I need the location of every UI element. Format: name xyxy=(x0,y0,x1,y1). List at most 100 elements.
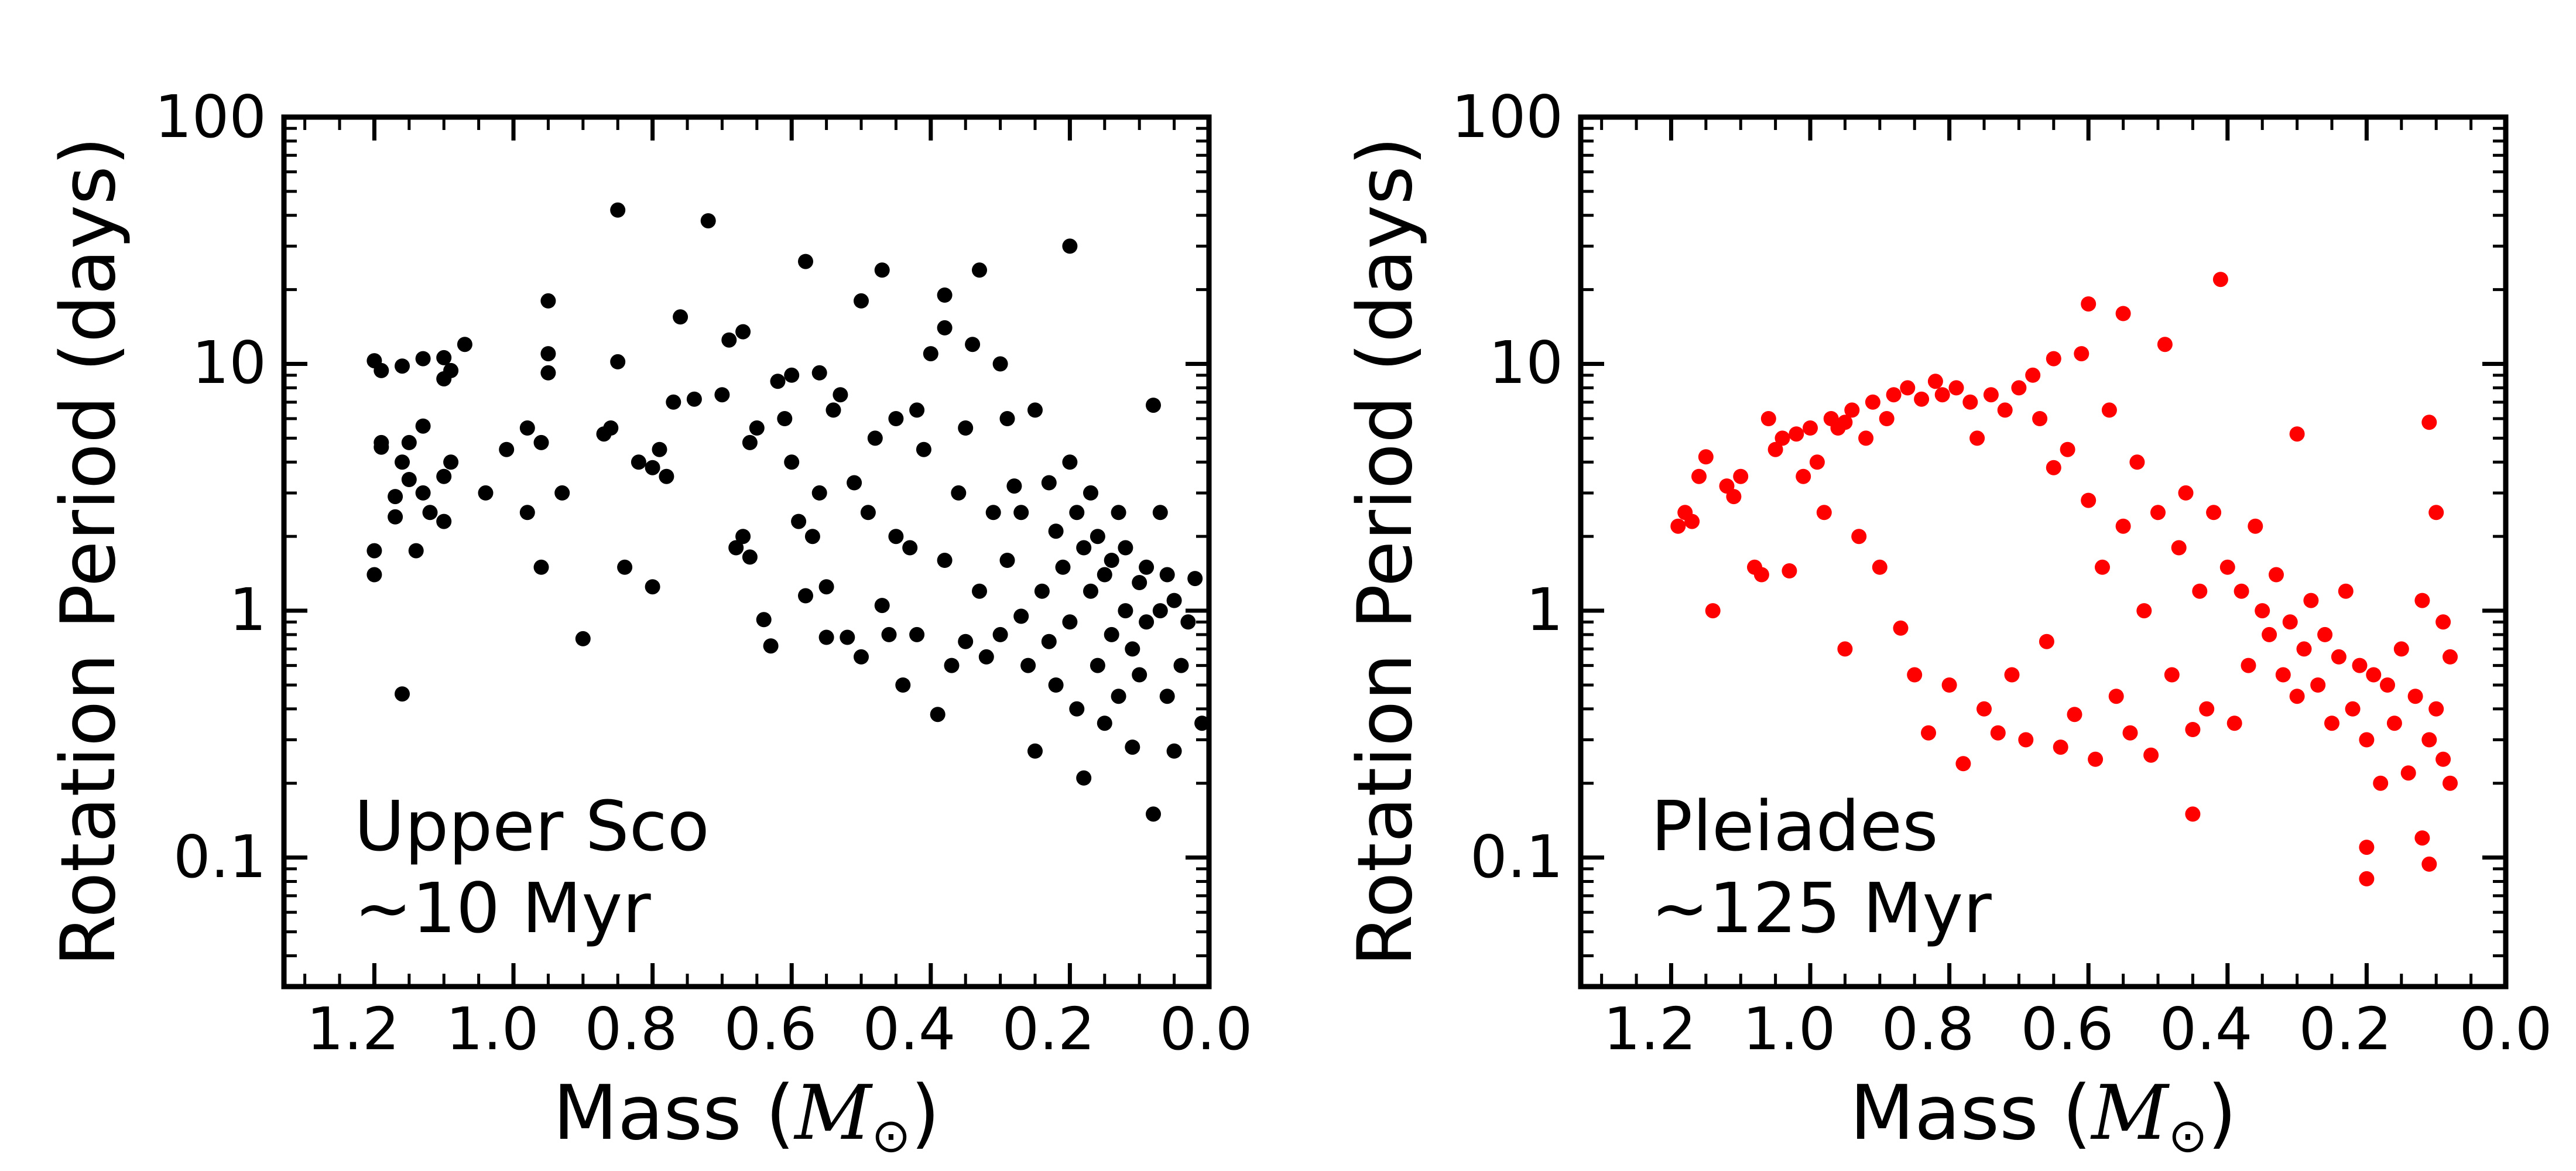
upper-sco-xtick-label-3: 0.8 xyxy=(584,995,677,1063)
upper-sco-data-point xyxy=(958,634,974,649)
upper-sco-data-point xyxy=(540,346,556,362)
upper-sco-data-point xyxy=(1076,770,1092,786)
upper-sco-data-point xyxy=(554,485,570,501)
pleiades-data-point xyxy=(2046,460,2061,475)
upper-sco-data-point xyxy=(860,505,876,521)
pleiades-data-point xyxy=(2122,725,2138,741)
upper-sco-data-point xyxy=(1013,608,1029,624)
upper-sco-data-point xyxy=(1006,478,1022,494)
upper-sco-data-point xyxy=(784,454,800,470)
pleiades-data-point xyxy=(1691,468,1707,484)
upper-sco-data-point xyxy=(985,505,1001,521)
upper-sco-ytick-label-4: 100 xyxy=(155,83,266,151)
pleiades-data-point xyxy=(2428,505,2444,521)
upper-sco-data-point xyxy=(958,420,974,436)
upper-sco-data-point xyxy=(937,287,953,303)
pleiades-data-point xyxy=(2386,715,2402,731)
upper-sco-data-point xyxy=(798,254,813,269)
pleiades-data-point xyxy=(1670,518,1686,534)
pleiades-data-point xyxy=(1796,468,1811,484)
upper-sco-data-point xyxy=(631,454,646,470)
pleiades-data-point xyxy=(1733,468,1749,484)
pleiades-data-point xyxy=(2115,306,2131,321)
pleiades-data-point xyxy=(2178,485,2194,501)
pleiades-data-point xyxy=(2185,806,2201,822)
upper-sco-xtick-label-4: 0.6 xyxy=(724,995,817,1063)
upper-sco-data-point xyxy=(763,638,779,654)
upper-sco-data-point xyxy=(436,350,452,365)
pleiades-data-point xyxy=(2185,722,2201,737)
upper-sco-data-point xyxy=(916,441,931,457)
pleiades-y-axis-label: Rotation Period (days) xyxy=(1342,136,1429,967)
upper-sco-xtick-label-7: 0.0 xyxy=(1159,995,1252,1063)
upper-sco-data-point xyxy=(401,434,417,450)
upper-sco-y-axis-label: Rotation Period (days) xyxy=(45,136,132,967)
upper-sco-data-point xyxy=(1146,806,1161,822)
pleiades-data-point xyxy=(2269,567,2284,583)
upper-sco-data-point xyxy=(874,262,890,278)
pleiades-xtick-label-5: 0.4 xyxy=(2159,995,2252,1063)
upper-sco-data-point xyxy=(374,434,389,450)
pleiades-data-point xyxy=(2115,518,2131,534)
upper-sco-data-point xyxy=(1062,454,1078,470)
pleiades-ytick-label-2: 1 xyxy=(1526,576,1563,644)
upper-sco-data-point xyxy=(610,202,626,218)
pleiades-data-point xyxy=(1837,415,1853,430)
pleiades-data-point xyxy=(1983,387,1999,403)
upper-sco-x-axis-label: Mass (M⊙) xyxy=(553,1070,940,1163)
pleiades-data-point xyxy=(1775,430,1790,446)
upper-sco-data-point xyxy=(909,626,925,642)
pleiades-data-point xyxy=(2421,415,2437,430)
upper-sco-data-point xyxy=(422,505,438,521)
upper-sco-data-point xyxy=(909,402,925,418)
upper-sco-ytick-label-3: 10 xyxy=(192,328,266,397)
pleiades-data-point xyxy=(2310,677,2326,693)
upper-sco-data-point xyxy=(999,411,1015,426)
upper-sco-data-point xyxy=(811,485,827,501)
upper-sco-data-point xyxy=(374,362,389,378)
upper-sco-data-point xyxy=(770,374,786,389)
pleiades-data-point xyxy=(1753,567,1769,583)
upper-sco-data-point xyxy=(457,337,472,352)
pleiades-data-point xyxy=(2289,689,2305,704)
pleiades-data-point xyxy=(1872,559,1888,575)
upper-sco-data-point xyxy=(965,337,981,352)
upper-sco-ytick-label-2: 1 xyxy=(229,576,266,644)
upper-sco-data-point xyxy=(992,356,1008,372)
pleiades-data-point xyxy=(2303,593,2319,608)
pleiades-data-point xyxy=(2393,641,2409,657)
pleiades-data-point xyxy=(2032,411,2048,426)
pleiades-data-point xyxy=(1726,489,1742,505)
pleiades-xtick-label-4: 0.6 xyxy=(2020,995,2113,1063)
upper-sco-data-point xyxy=(1152,505,1168,521)
upper-sco-data-point xyxy=(1027,743,1043,759)
upper-sco-data-point xyxy=(666,394,681,410)
pleiades-data-point xyxy=(2255,603,2270,619)
pleiades-data-point xyxy=(1914,391,1930,407)
pleiades-data-point xyxy=(2018,732,2034,748)
upper-sco-data-point xyxy=(533,559,549,575)
upper-sco-data-point xyxy=(742,549,758,565)
upper-sco-data-point xyxy=(1013,505,1029,521)
pleiades-data-point xyxy=(2366,667,2382,683)
pleiades-data-point xyxy=(2421,856,2437,872)
pleiades-data-point xyxy=(1990,725,2006,741)
upper-sco-data-point xyxy=(1020,658,1036,673)
pleiades-xtick-label-1: 1.2 xyxy=(1603,995,1696,1063)
upper-sco-data-point xyxy=(1173,658,1189,673)
pleiades-data-point xyxy=(2435,751,2451,767)
upper-sco-data-point xyxy=(1152,603,1168,619)
pleiades-data-point xyxy=(2428,701,2444,717)
pleiades-xtick-label-7: 0.0 xyxy=(2459,995,2552,1063)
pleiades-data-point xyxy=(1809,454,1825,470)
pleiades-data-point xyxy=(2095,559,2110,575)
upper-sco-data-point xyxy=(895,677,911,693)
pleiades-data-point xyxy=(2262,626,2277,642)
pleiades-data-point xyxy=(2352,658,2368,673)
upper-sco-data-point xyxy=(881,626,897,642)
upper-sco-data-point xyxy=(1097,567,1112,583)
upper-sco-data-point xyxy=(415,418,431,434)
upper-sco-data-point xyxy=(499,441,515,457)
pleiades-data-point xyxy=(2157,337,2173,352)
